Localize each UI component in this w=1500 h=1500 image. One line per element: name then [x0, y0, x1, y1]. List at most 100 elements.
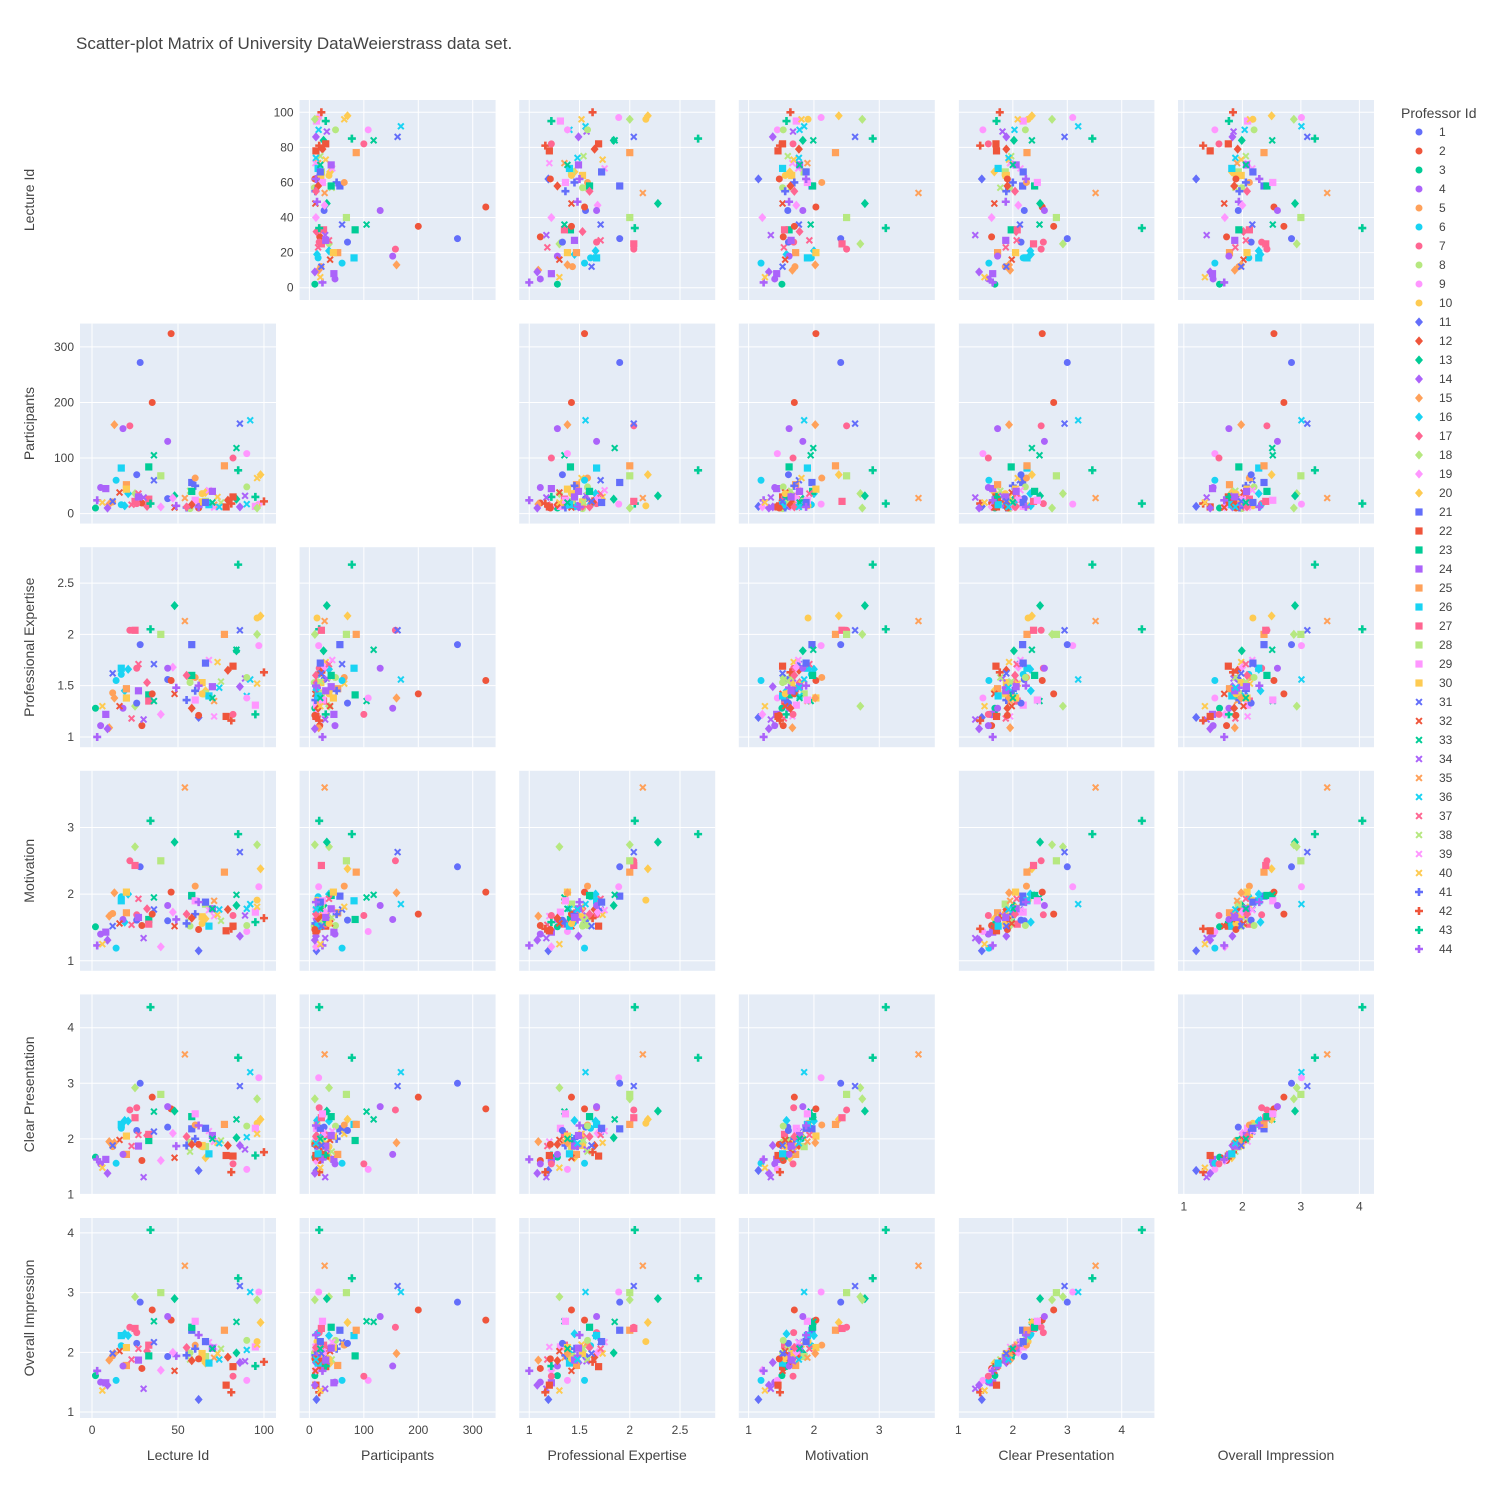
legend-item[interactable]: 26: [1415, 600, 1453, 614]
data-point: [609, 1133, 618, 1143]
legend-item[interactable]: 44: [1415, 942, 1453, 956]
data-point: [1004, 684, 1013, 692]
data-point: [134, 687, 143, 695]
legend-item[interactable]: 34: [1415, 752, 1453, 766]
data-point: [370, 891, 378, 899]
legend-item[interactable]: 33: [1415, 733, 1453, 747]
data-point: [181, 783, 189, 792]
data-point: [803, 464, 811, 472]
data-point: [555, 842, 564, 852]
data-point: [168, 493, 177, 503]
legend-item[interactable]: 6: [1415, 220, 1447, 234]
data-point: [758, 502, 767, 512]
legend-item[interactable]: 35: [1415, 771, 1453, 785]
legend-item[interactable]: 42: [1415, 904, 1453, 918]
legend-item[interactable]: 7: [1415, 239, 1447, 253]
data-point: [316, 273, 324, 281]
legend-item[interactable]: 25: [1415, 581, 1453, 595]
data-point: [1234, 683, 1243, 692]
x-tick-label: 0: [306, 1423, 313, 1437]
legend-item[interactable]: 11: [1415, 315, 1452, 329]
legend-item[interactable]: 22: [1415, 524, 1453, 538]
data-point: [778, 497, 787, 505]
data-point: [1230, 181, 1239, 191]
legend-item[interactable]: 8: [1415, 258, 1447, 272]
data-point: [338, 660, 346, 668]
legend-item[interactable]: 24: [1415, 562, 1453, 576]
data-point: [105, 911, 114, 921]
data-point: [860, 601, 869, 611]
legend-item[interactable]: 10: [1415, 296, 1453, 310]
data-point: [1199, 1168, 1208, 1177]
legend-item[interactable]: 27: [1415, 619, 1453, 633]
legend-marker: [1415, 393, 1423, 403]
legend-item[interactable]: 43: [1415, 923, 1453, 937]
data-point: [105, 499, 114, 509]
legend-item[interactable]: 36: [1415, 790, 1453, 804]
legend-item[interactable]: 3: [1415, 163, 1447, 177]
data-point: [236, 1082, 244, 1090]
data-point: [789, 710, 797, 718]
legend-item[interactable]: 20: [1415, 486, 1453, 500]
data-point: [1019, 168, 1027, 176]
data-point: [976, 924, 985, 933]
legend-item[interactable]: 19: [1415, 467, 1453, 481]
legend-item[interactable]: 23: [1415, 543, 1453, 557]
data-point: [818, 474, 826, 482]
legend-item[interactable]: 18: [1415, 448, 1453, 462]
legend-item[interactable]: 1: [1415, 125, 1447, 139]
legend-item[interactable]: 16: [1415, 410, 1453, 424]
legend-item[interactable]: 38: [1415, 828, 1453, 842]
data-point: [757, 677, 765, 685]
data-point: [256, 864, 265, 874]
legend-item[interactable]: 12: [1415, 334, 1453, 348]
legend-item[interactable]: 40: [1415, 866, 1453, 880]
legend-item[interactable]: 41: [1415, 885, 1453, 899]
legend-item[interactable]: 30: [1415, 676, 1453, 690]
plot-background: [958, 100, 1155, 300]
data-point: [802, 168, 810, 176]
legend-item[interactable]: 39: [1415, 847, 1453, 861]
legend-label: 6: [1439, 220, 1446, 234]
legend[interactable]: Professor Id1234567891011121314151617181…: [1401, 105, 1476, 956]
data-point: [1323, 617, 1331, 625]
legend-item[interactable]: 31: [1415, 695, 1453, 709]
data-point: [389, 915, 397, 923]
data-point: [208, 498, 216, 507]
data-point: [570, 481, 579, 490]
legend-item[interactable]: 5: [1415, 201, 1447, 215]
data-point: [1074, 416, 1082, 424]
legend-item[interactable]: 21: [1415, 505, 1453, 519]
data-point: [587, 254, 595, 262]
data-point: [561, 1317, 570, 1325]
legend-item[interactable]: 2: [1415, 144, 1447, 158]
legend-item[interactable]: 37: [1415, 809, 1453, 823]
data-point: [534, 911, 543, 921]
data-point: [1267, 611, 1276, 621]
legend-item[interactable]: 29: [1415, 657, 1453, 671]
legend-item[interactable]: 32: [1415, 714, 1453, 728]
data-point: [332, 1336, 340, 1344]
data-point: [310, 114, 319, 124]
legend-item[interactable]: 14: [1415, 372, 1453, 386]
data-point: [980, 1386, 989, 1395]
legend-item[interactable]: 4: [1415, 182, 1447, 196]
data-point: [794, 1338, 802, 1346]
data-point: [803, 1354, 811, 1362]
legend-item[interactable]: 17: [1415, 429, 1453, 443]
legend-item[interactable]: 15: [1415, 391, 1453, 405]
data-point: [581, 476, 589, 484]
data-point: [546, 925, 554, 933]
data-point: [131, 861, 139, 870]
data-point: [630, 848, 638, 856]
data-point: [584, 1122, 592, 1130]
y-tick-label: 2: [67, 627, 74, 641]
legend-item[interactable]: 28: [1415, 638, 1453, 652]
data-point: [788, 723, 797, 733]
data-point: [1036, 1293, 1045, 1304]
x-axis-title: Overall Impression: [1218, 1447, 1335, 1463]
legend-item[interactable]: 13: [1415, 353, 1453, 367]
data-point: [150, 1317, 158, 1325]
legend-item[interactable]: 9: [1415, 277, 1447, 291]
data-point: [536, 1160, 544, 1168]
